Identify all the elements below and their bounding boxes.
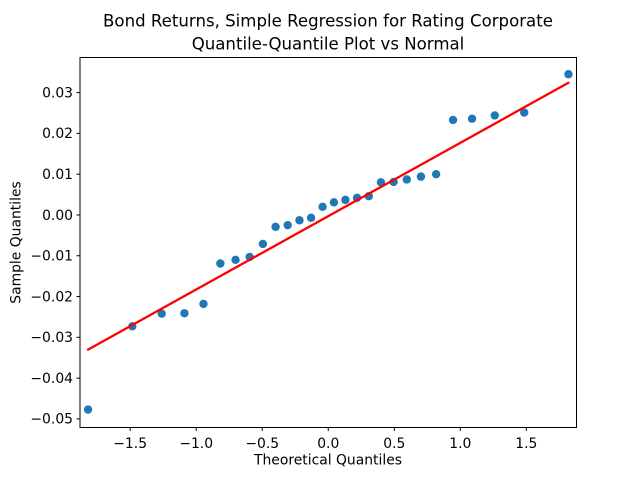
scatter-point (402, 175, 412, 184)
y-tick-label: 0.00 (42, 208, 73, 224)
x-tick-label: 1.0 (449, 436, 471, 452)
scatter-point (467, 114, 477, 123)
chart-title-line2: Quantile-Quantile Plot vs Normal (192, 35, 465, 54)
scatter-point (490, 111, 499, 120)
scatter-point (448, 115, 458, 125)
scatter-point (306, 213, 316, 223)
scatter-point (416, 172, 426, 181)
scatter-point (180, 309, 189, 318)
x-tick-label: 0.5 (383, 436, 405, 452)
scatter-point (258, 239, 268, 249)
scatter-point (341, 195, 350, 205)
scatter-point (376, 178, 386, 187)
y-tick-label: −0.02 (30, 289, 73, 305)
regression-line (86, 81, 570, 351)
y-tick-label: −0.05 (30, 412, 73, 428)
x-tick-label: −1.5 (113, 436, 147, 452)
y-tick-label: −0.03 (30, 330, 73, 346)
scatter-point (199, 299, 208, 309)
y-tick-label: 0.01 (42, 167, 73, 183)
x-tick-label: 1.5 (515, 436, 537, 452)
y-tick-label: 0.02 (42, 126, 73, 142)
scatter-point (216, 259, 225, 268)
y-axis-label: Sample Quantiles (9, 181, 25, 304)
scatter-point (271, 222, 280, 231)
plot-layer: −1.5 −1.0 −0.5 0.0 0.5 1.0 1.5 0.03 0.02 0.01 0.00… (30, 70, 573, 452)
scatter-point (157, 309, 166, 318)
x-tick-label: −0.5 (245, 436, 279, 452)
x-axis-label: Theoretical Quantiles (253, 453, 402, 469)
scatter-point (231, 255, 240, 265)
y-tick-label: −0.04 (30, 371, 73, 387)
x-tick-label: 0.0 (317, 436, 339, 452)
scatter-point (564, 70, 573, 79)
scatter-point (295, 216, 304, 225)
axes-frame (79, 57, 577, 428)
scatter-point (283, 220, 292, 230)
y-tick-label: 0.03 (42, 85, 73, 101)
scatter-point (431, 169, 441, 179)
x-tick-label: −1.0 (179, 436, 213, 452)
scatter-point (83, 405, 93, 414)
scatter-point (520, 108, 529, 117)
chart-title-line1: Bond Returns, Simple Regression for Rati… (103, 12, 553, 31)
scatter-point (329, 198, 339, 207)
scatter-point (318, 202, 327, 212)
y-tick-label: −0.01 (30, 249, 73, 265)
